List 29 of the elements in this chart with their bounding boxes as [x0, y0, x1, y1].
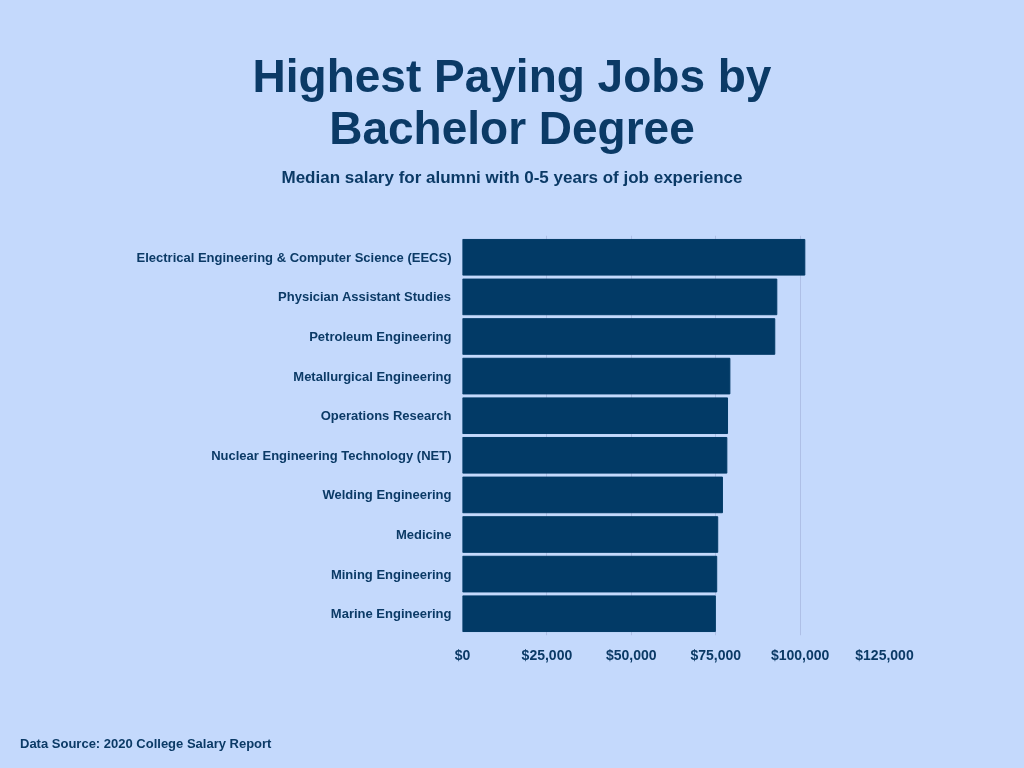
- bar: [462, 357, 731, 395]
- bar: [462, 278, 778, 316]
- y-tick-label: Physician Assistant Studies: [278, 289, 452, 305]
- x-tick-label: $25,000: [521, 646, 573, 663]
- bar: [462, 476, 723, 514]
- source-note: Data Source: 2020 College Salary Report: [20, 735, 273, 753]
- y-tick-label: Petroleum Engineering: [309, 328, 452, 344]
- x-tick-label: $75,000: [690, 646, 742, 663]
- y-tick-label: Welding Engineering: [322, 487, 452, 503]
- y-tick-label: Operations Research: [320, 408, 452, 424]
- y-tick-label: Electrical Engineering & Computer Science (EECS): [136, 249, 452, 265]
- bar: [462, 516, 719, 553]
- y-tick-label: Marine Engineering: [330, 606, 452, 622]
- chart-title: Highest Paying Jobs by Bachelor Degree: [251, 50, 773, 154]
- bar: [462, 436, 728, 474]
- chart-subtitle: Median salary for alumni with 0-5 years of job experience: [280, 167, 744, 189]
- bar: [462, 238, 806, 276]
- x-tick-label: $125,000: [855, 646, 914, 663]
- y-tick-label: Nuclear Engineering Technology (NET): [211, 447, 452, 463]
- bar: [462, 397, 729, 435]
- y-tick-label: Metallurgical Engineering: [293, 368, 452, 384]
- bar: [462, 555, 718, 593]
- bar: [462, 595, 716, 633]
- x-tick-label: $100,000: [770, 646, 830, 663]
- bar: [462, 318, 776, 355]
- y-tick-label: Mining Engineering: [330, 566, 452, 582]
- x-tick-label: $50,000: [606, 646, 657, 663]
- x-tick-label: $0: [454, 646, 471, 663]
- y-tick-label: Medicine: [395, 527, 452, 543]
